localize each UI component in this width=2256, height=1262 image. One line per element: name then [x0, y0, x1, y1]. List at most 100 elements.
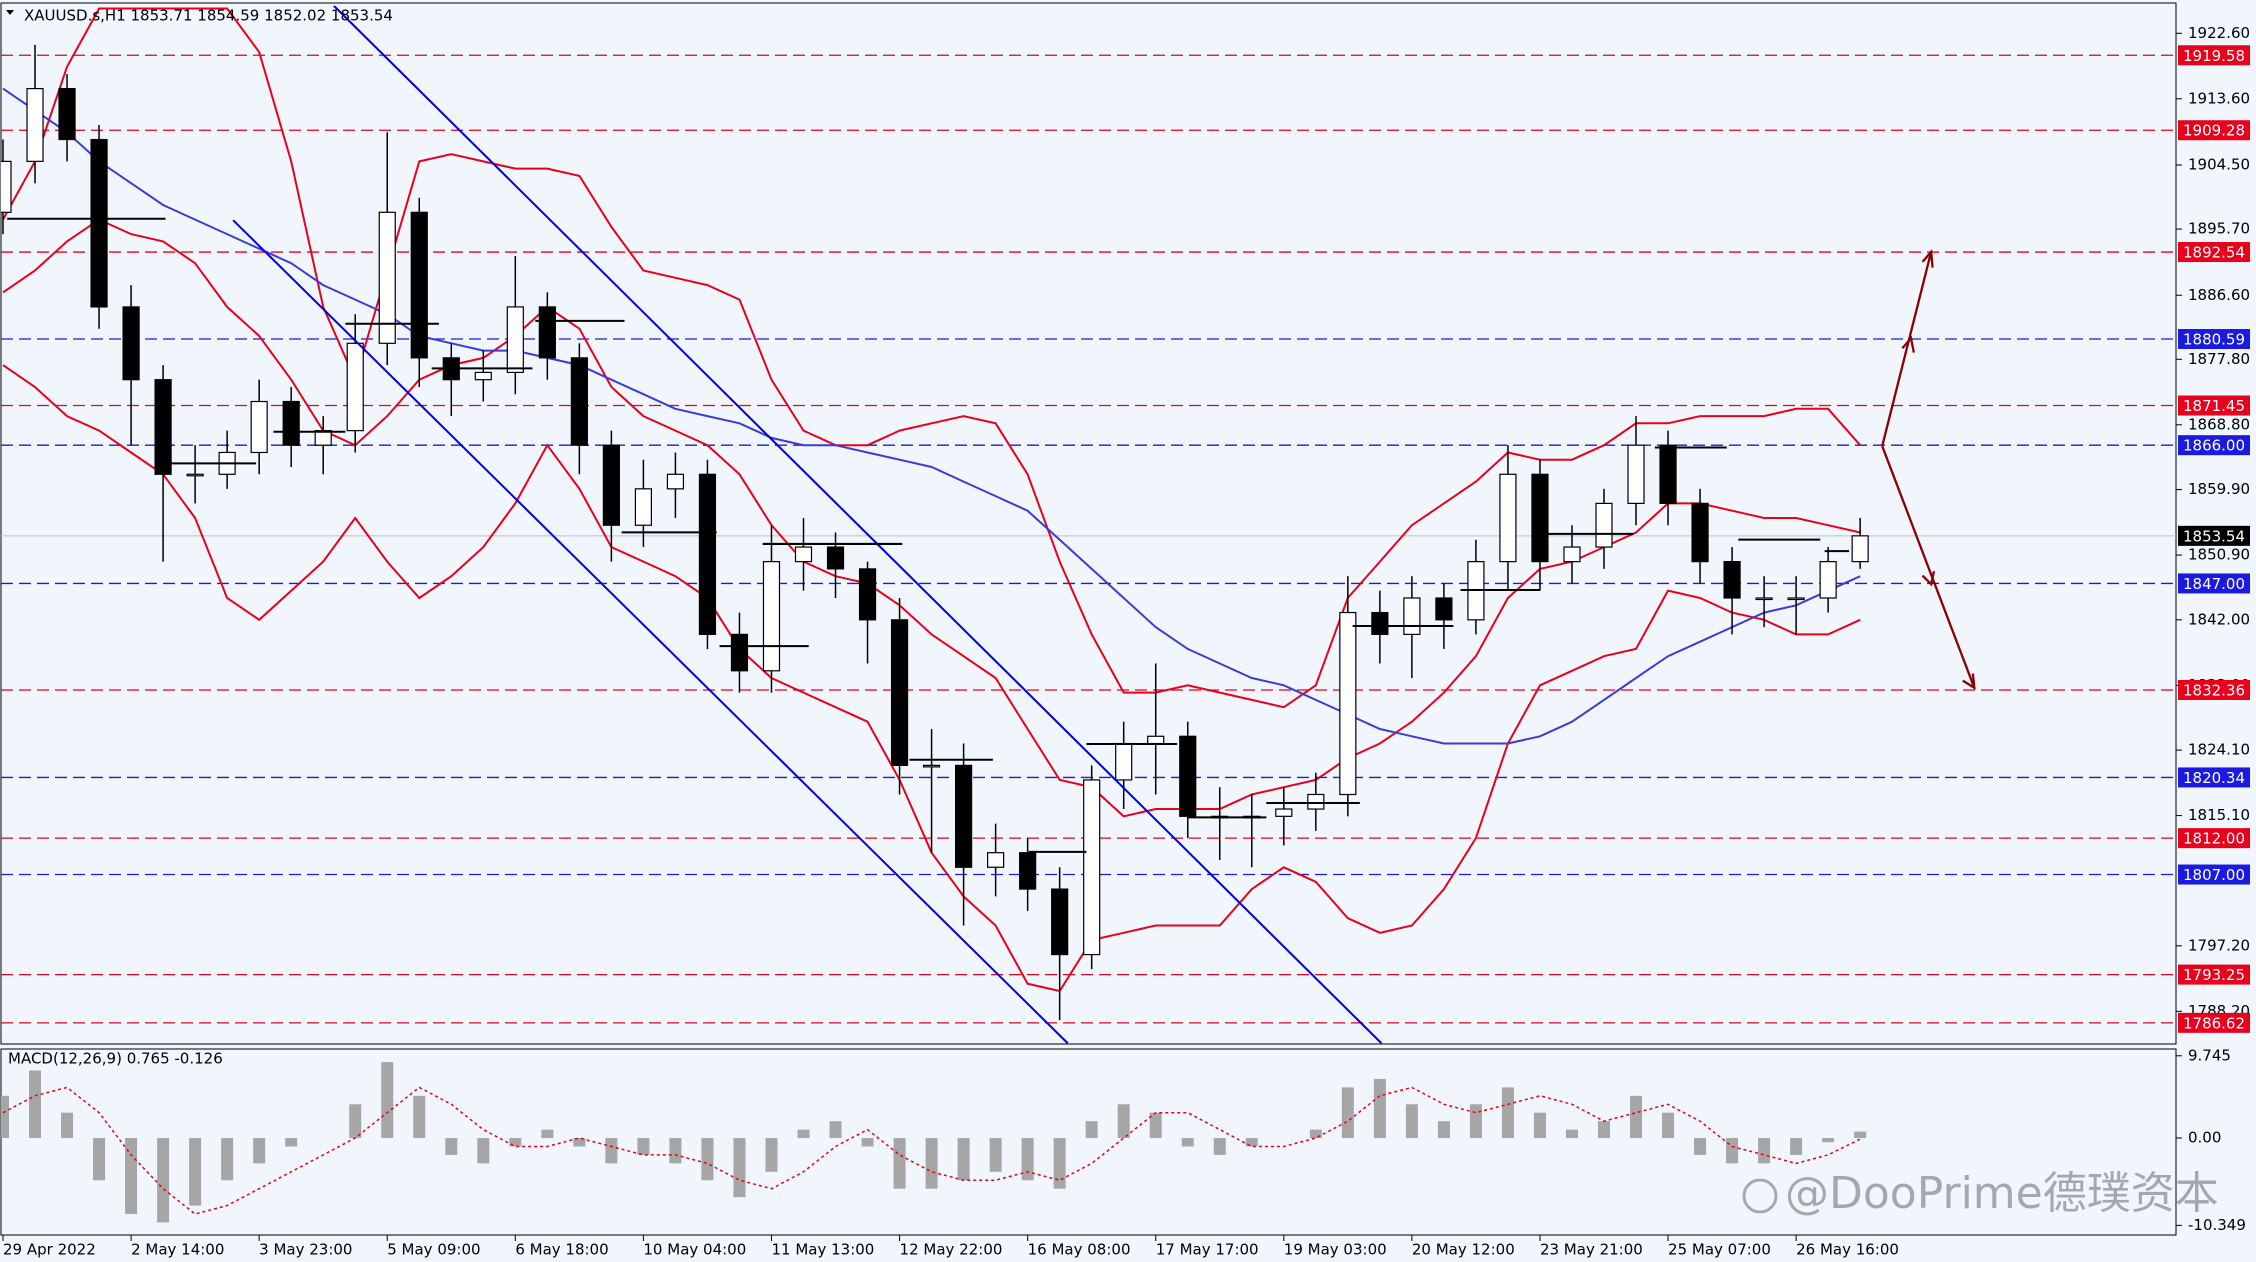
candle-body: [1115, 742, 1133, 781]
x-tick-label: 6 May 18:00: [515, 1241, 608, 1259]
x-tick-label: 16 May 08:00: [1028, 1241, 1131, 1259]
candle-body: [154, 379, 172, 475]
x-tick-label: 11 May 13:00: [771, 1241, 874, 1259]
macd-bar: [1149, 1112, 1162, 1139]
x-tick-label: 3 May 23:00: [259, 1241, 352, 1259]
x-tick-label: 12 May 22:00: [900, 1241, 1003, 1259]
candle-body: [1531, 473, 1549, 563]
macd-bar: [733, 1138, 746, 1198]
macd-bar: [1822, 1138, 1835, 1143]
channel-line: [333, 5, 1383, 1044]
macd-bar: [1, 1095, 9, 1139]
drawings: [7, 5, 1976, 1044]
level-label-box: [2178, 395, 2250, 416]
candle-body: [90, 138, 108, 308]
level-label: 1909.28: [2183, 122, 2245, 140]
x-tick-label: 2 May 14:00: [131, 1241, 224, 1259]
x-tick-label: 29 Apr 2022: [3, 1241, 96, 1259]
menu-marker: [6, 10, 14, 15]
macd-bar: [637, 1138, 650, 1155]
level-label: 1847.00: [2183, 575, 2245, 593]
macd-bar: [157, 1138, 170, 1223]
macd-bar: [1758, 1138, 1771, 1164]
macd-bar: [1469, 1104, 1482, 1139]
y-tick-label: 1815.10: [2188, 806, 2250, 824]
y-tick-label: 1824.10: [2188, 741, 2250, 759]
candle-body: [186, 473, 204, 477]
candle-body: [602, 444, 620, 526]
candle-body: [1339, 611, 1357, 796]
macd-bar: [1373, 1078, 1386, 1139]
y-tick-label: 1859.90: [2188, 480, 2250, 498]
level-label-box: [2178, 573, 2250, 594]
y-tick-label: 1904.50: [2188, 156, 2250, 174]
candle-body: [1, 160, 12, 213]
macd-bar: [381, 1062, 394, 1139]
forecast-arrows: [1881, 249, 1976, 691]
x-tick-label: 25 May 07:00: [1668, 1241, 1771, 1259]
candle-body: [378, 211, 396, 344]
chart-title: XAUUSD.s,H1 1853.71 1854.59 1852.02 1853…: [24, 7, 393, 25]
x-tick-label: 26 May 16:00: [1796, 1241, 1899, 1259]
y-tick-label: -10.349: [2188, 1216, 2246, 1234]
main-pane: [0, 2, 2177, 1045]
candle-body: [666, 473, 685, 490]
y-tick-label: 9.745: [2188, 1046, 2231, 1064]
macd-bar: [1181, 1138, 1194, 1147]
macd-bar: [1694, 1138, 1707, 1155]
macd-bar: [1598, 1121, 1610, 1139]
candle-body: [1691, 502, 1709, 563]
candle-body: [346, 342, 364, 432]
macd-plot: [1, 1062, 1867, 1223]
y-tick-label: 1895.70: [2188, 220, 2250, 238]
pivot-marks: [7, 217, 1850, 853]
level-label: 1892.54: [2183, 244, 2245, 262]
candle-body: [634, 488, 653, 526]
x-tick-label: 10 May 04:00: [643, 1241, 746, 1259]
candle-body: [1819, 561, 1837, 599]
candle-body: [1563, 546, 1581, 563]
macd-bar: [1501, 1087, 1514, 1139]
level-label-box: [2178, 329, 2250, 350]
candle-body: [922, 764, 941, 768]
macd-pane: [0, 1048, 2177, 1236]
signal-line: [2, 1086, 1861, 1215]
x-tick-label: 19 May 03:00: [1284, 1241, 1387, 1259]
candle-body: [987, 852, 1005, 868]
current-price-box: [2178, 525, 2250, 546]
macd-bar: [1405, 1104, 1418, 1139]
indicator-line: [2, 7, 1861, 709]
level-label-box: [2178, 435, 2250, 456]
level-label: 1820.34: [2183, 769, 2245, 787]
candle-body: [794, 546, 813, 563]
candle-body: [1275, 808, 1293, 817]
y-tick-label: 1922.60: [2188, 24, 2250, 42]
macd-bar: [1854, 1131, 1867, 1139]
level-label-box: [2178, 45, 2250, 66]
candle-body: [762, 561, 781, 672]
level-label-box: [2178, 864, 2250, 885]
indicator-line: [2, 218, 1861, 818]
level-label-box: [2178, 1012, 2250, 1033]
candle-body: [1499, 473, 1517, 563]
level-label: 1786.62: [2183, 1014, 2245, 1032]
candle-body: [890, 619, 909, 766]
macd-bar: [253, 1138, 266, 1164]
y-tick-label: 1868.80: [2188, 415, 2250, 433]
candle-body: [826, 546, 845, 570]
macd-bar: [829, 1121, 842, 1139]
level-label-box: [2178, 120, 2250, 141]
candle-body: [1051, 888, 1069, 956]
level-label-box: [2178, 679, 2250, 700]
candle-body: [1659, 444, 1677, 504]
macd-bar: [605, 1138, 618, 1164]
macd-bar: [1213, 1138, 1226, 1155]
candle-body: [58, 87, 76, 141]
macd-bar: [93, 1138, 106, 1181]
macd-bar: [701, 1138, 714, 1181]
candle-body: [410, 211, 428, 359]
candle-body: [954, 764, 973, 868]
y-tick-label: 1877.80: [2188, 350, 2250, 368]
macd-bar: [189, 1138, 202, 1206]
level-label: 1880.59: [2183, 331, 2245, 349]
